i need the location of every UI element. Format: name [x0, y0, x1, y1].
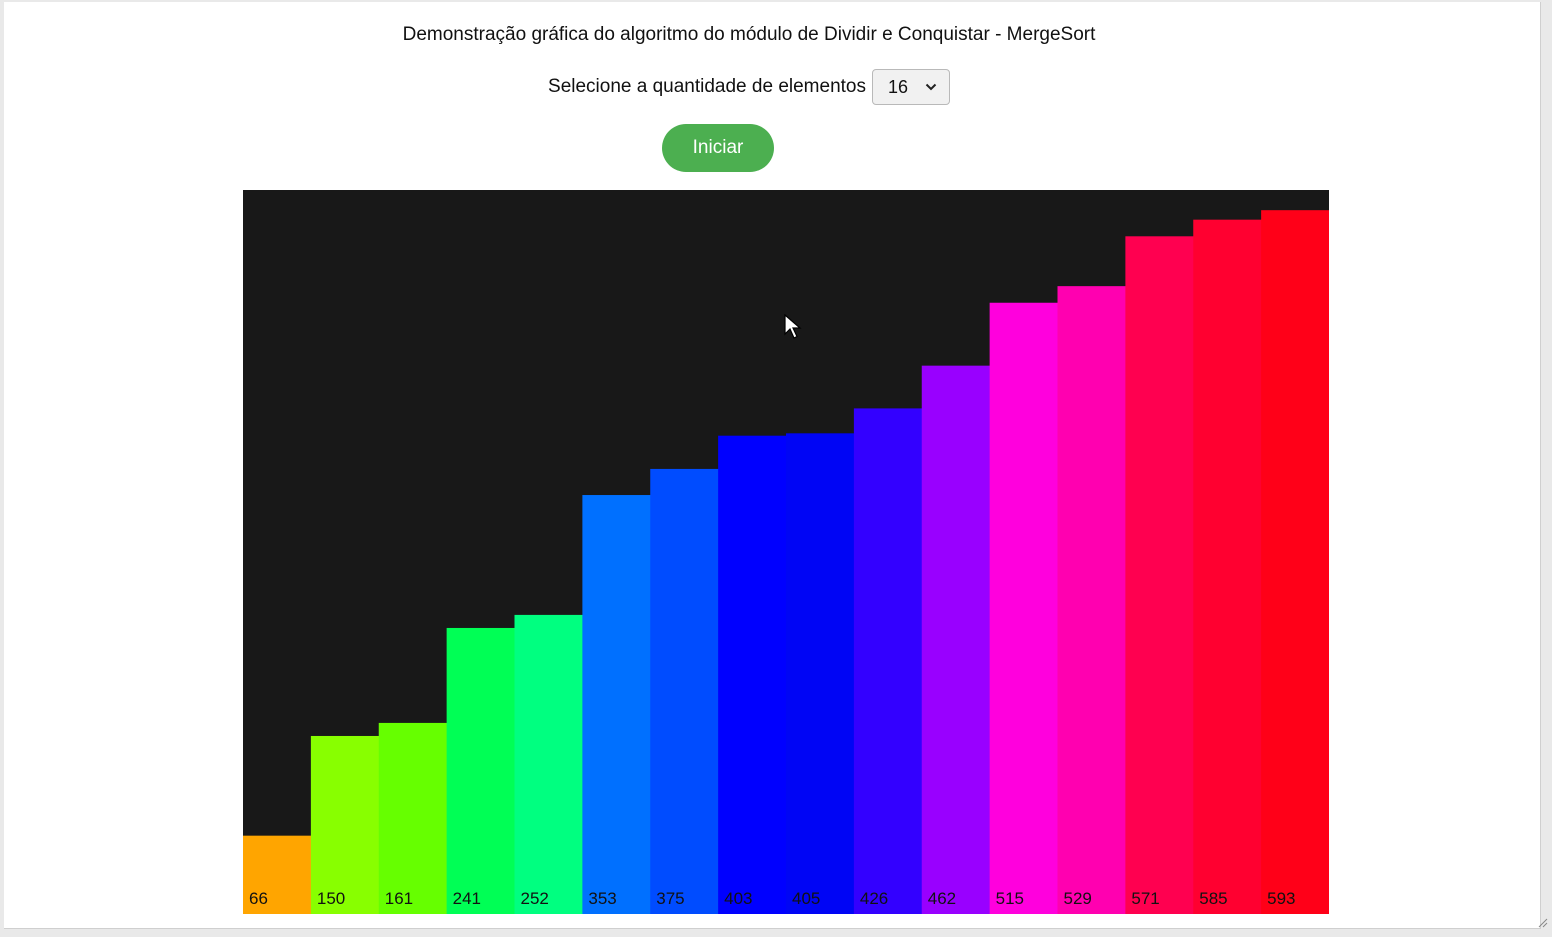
mouse-pointer-icon: [784, 314, 802, 339]
chart-bar: [921, 365, 991, 914]
chart-bar-label: 571: [1131, 889, 1159, 908]
chart-bar: [514, 614, 583, 914]
chart-bar-label: 403: [724, 889, 752, 908]
element-count-value: 16: [887, 76, 909, 97]
chart-bar: [310, 735, 380, 914]
chart-bar: [853, 408, 923, 914]
chart-bar: [989, 302, 1059, 914]
chart-bar-label: 585: [1199, 889, 1227, 908]
chart-bar-label: 150: [317, 889, 345, 908]
chart-bar-label: 353: [588, 889, 616, 908]
chart-bar: [582, 495, 651, 914]
element-count-row: Selecione a quantidade de elementos 16: [4, 69, 1494, 105]
chart-bar-label: 241: [453, 889, 481, 908]
chart-bar-label: 375: [656, 889, 684, 908]
chart-bar-label: 405: [792, 889, 820, 908]
sort-chart: 66 150 161 241 252 353 375 403 405 426 462 515 529 57…: [243, 190, 1329, 914]
chart-bar: [243, 835, 312, 914]
app-frame: Demonstração gráfica do algoritmo do mód…: [4, 2, 1548, 929]
chart-bar: [378, 722, 448, 914]
chevron-down-icon: [925, 83, 937, 91]
resize-grip-icon[interactable]: [1536, 916, 1548, 928]
chart-bar: [650, 468, 719, 914]
chart-bar: [786, 433, 855, 914]
chart-bar: [1261, 210, 1329, 914]
chart-bar-label: 252: [521, 889, 549, 908]
chart-bar-label: 529: [1064, 889, 1092, 908]
chart-bar-label: 462: [928, 889, 956, 908]
chart-bar: [1125, 236, 1194, 914]
element-count-select[interactable]: 16: [871, 69, 950, 105]
chart-bar-label: 66: [249, 889, 268, 908]
chart-bar-label: 161: [385, 889, 413, 908]
chart-bar-label: 593: [1267, 889, 1295, 908]
page-title: Demonstração gráfica do algoritmo do mód…: [402, 24, 1096, 45]
element-count-label: Selecione a quantidade de elementos: [548, 76, 866, 97]
chart-bar-label: 515: [996, 889, 1024, 908]
chart-bar: [1193, 219, 1262, 914]
chart-bar-label: 426: [860, 889, 888, 908]
chart-bar: [1057, 286, 1126, 914]
start-button[interactable]: Iniciar: [662, 124, 774, 172]
chart-bar: [446, 627, 516, 914]
chart-bar: [718, 435, 787, 914]
